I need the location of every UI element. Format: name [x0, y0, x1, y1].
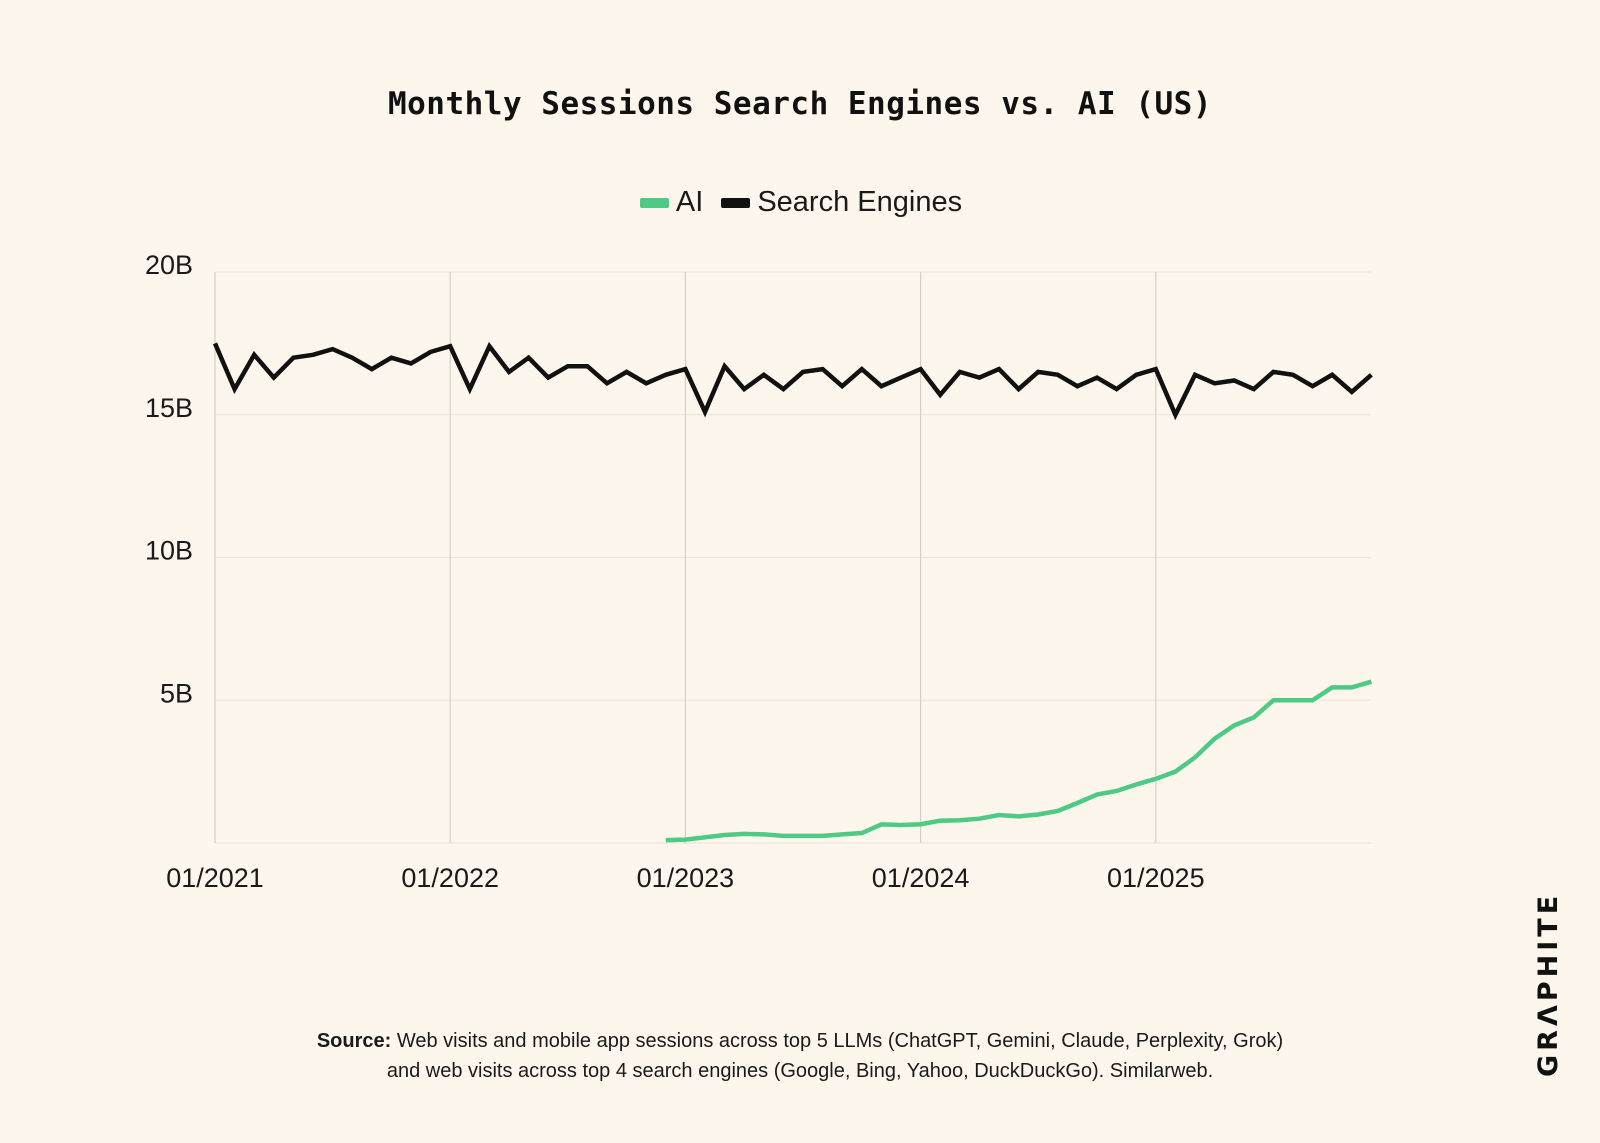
- series-line-search-engines: [212, 341, 1373, 421]
- x-tick-label: 01/2025: [1107, 863, 1205, 893]
- legend-label-search-engines: Search Engines: [757, 186, 963, 218]
- source-text-1: Web visits and mobile app sessions acros…: [396, 1030, 1284, 1052]
- graphite-logo: GRΛPHITE: [1533, 891, 1564, 1077]
- y-tick-label: 5B: [160, 678, 193, 708]
- series-line-ai: [665, 679, 1373, 843]
- x-tick-label: 01/2021: [166, 863, 264, 893]
- legend: AI Search Engines: [0, 186, 1600, 219]
- legend-item-ai: AI: [639, 186, 704, 219]
- y-tick-label: 10B: [145, 536, 193, 566]
- source-line-2: and web visits across top 4 search engin…: [386, 1060, 1214, 1082]
- legend-swatch-ai: [639, 197, 669, 208]
- grid-layer: [214, 271, 1371, 844]
- legend-label-ai: AI: [675, 186, 704, 218]
- legend-swatch-search-engines: [721, 197, 751, 208]
- x-tick-label: 01/2023: [637, 863, 735, 893]
- chart-title: Monthly Sessions Search Engines vs. AI (…: [387, 86, 1213, 122]
- source-line-1: Source: Web visits and mobile app sessio…: [0, 1026, 1600, 1056]
- series-layer: [212, 341, 1373, 843]
- y-tick-label: 15B: [145, 393, 193, 423]
- source-label: Source:: [316, 1030, 392, 1052]
- axis-layer: 20B 15B 10B 5B 01/2021 01/2022 01/2023 01/2024 0…: [145, 250, 1205, 893]
- x-tick-label: 01/2022: [401, 863, 499, 893]
- y-tick-label: 20B: [145, 250, 193, 280]
- source-note: Source: Web visits and mobile app sessio…: [0, 1026, 1600, 1086]
- x-tick-label: 01/2024: [872, 863, 970, 893]
- legend-item-search-engines: Search Engines: [721, 186, 962, 219]
